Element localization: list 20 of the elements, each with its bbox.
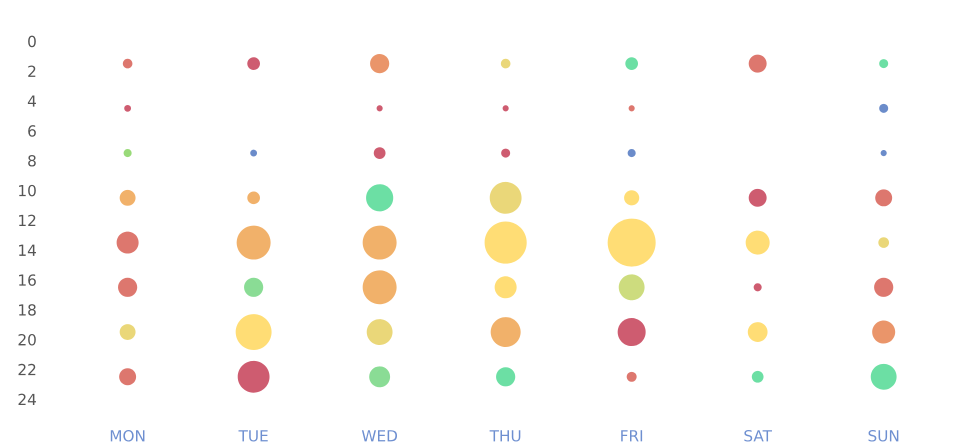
y-tick-label: 10 [19, 184, 36, 196]
y-tick-label: 20 [18, 334, 36, 346]
y-tick-label: 14 [19, 244, 36, 256]
x-tick-label: SAT [744, 430, 772, 442]
y-tick-label: 8 [28, 155, 36, 167]
y-tick-label: 6 [28, 125, 36, 137]
y-tick-label: 2 [28, 66, 36, 77]
x-tick-label: SUN [868, 430, 898, 442]
x-tick-label: TUE [238, 430, 268, 442]
y-tick-label: 4 [28, 96, 36, 107]
y-tick-label: 24 [18, 394, 36, 405]
y-tick-label: 12 [19, 214, 36, 226]
x-tick-label: THU [490, 430, 520, 442]
y-tick-label: 18 [19, 304, 36, 316]
y-tick-label: 0 [28, 36, 36, 48]
x-tick-label: MON [110, 430, 144, 442]
y-tick-label: 22 [18, 364, 36, 376]
x-tick-label: WED [362, 430, 397, 442]
x-tick-label: FRI [621, 430, 642, 442]
y-tick-label: 16 [19, 274, 36, 286]
